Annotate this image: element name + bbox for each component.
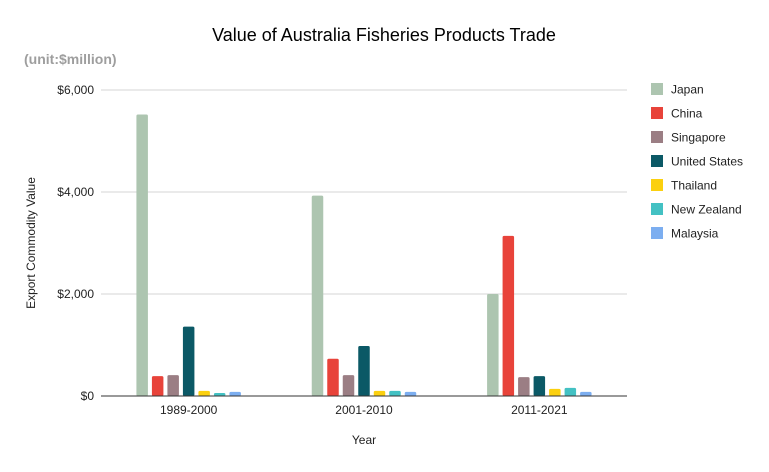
legend-swatch <box>651 83 663 95</box>
legend-label: Japan <box>671 83 704 97</box>
legend-label: China <box>671 107 703 121</box>
bar-singapore-2011-2021 <box>518 377 530 396</box>
y-tick-label: $6,000 <box>57 83 94 97</box>
legend-label: Singapore <box>671 131 726 145</box>
gridlines <box>101 89 627 295</box>
bar-china-2001-2010 <box>327 358 339 396</box>
legend: Japan China Singapore United States Thailand… <box>651 83 743 241</box>
legend-label: New Zealand <box>671 203 742 217</box>
bar-united-states-2011-2021 <box>533 376 546 396</box>
legend-swatch <box>651 155 663 167</box>
x-tick-label: 2011-2021 <box>511 403 568 417</box>
y-tick-label: $0 <box>81 389 95 403</box>
bar-malaysia-1989-2000 <box>229 391 241 396</box>
bar-united-states-2001-2010 <box>358 346 370 396</box>
legend-label: United States <box>671 155 743 169</box>
bar-china-2011-2021 <box>502 235 515 396</box>
bar-singapore-1989-2000 <box>167 375 179 396</box>
bars <box>136 114 592 396</box>
bar-japan-1989-2000 <box>136 114 148 396</box>
x-axis-ticks: 1989-2000 2001-2010 2011-2021 <box>160 403 568 417</box>
legend-swatch <box>651 203 663 215</box>
legend-swatch <box>651 179 663 191</box>
bar-united-states-1989-2000 <box>182 326 195 396</box>
bar-singapore-2001-2010 <box>342 375 355 396</box>
bar-new-zealand-2011-2021 <box>564 387 577 396</box>
x-tick-label: 1989-2000 <box>160 403 218 417</box>
legend-swatch <box>651 131 663 143</box>
bar-new-zealand-2001-2010 <box>389 390 401 396</box>
y-tick-label: $4,000 <box>57 185 94 199</box>
bar-japan-2011-2021 <box>487 294 499 396</box>
bar-japan-2001-2010 <box>311 195 324 396</box>
legend-label: Malaysia <box>671 227 719 241</box>
y-tick-label: $2,000 <box>57 287 94 301</box>
y-axis-ticks: $0 $2,000 $4,000 $6,000 <box>57 83 94 403</box>
x-axis-label: Year <box>352 433 376 447</box>
legend-swatch <box>651 227 663 239</box>
bar-thailand-1989-2000 <box>198 390 210 396</box>
bar-china-1989-2000 <box>151 376 164 396</box>
chart-title: Value of Australia Fisheries Products Tr… <box>212 25 556 45</box>
x-tick-label: 2001-2010 <box>335 403 393 417</box>
legend-swatch <box>651 107 663 119</box>
bar-new-zealand-1989-2000 <box>213 392 226 396</box>
legend-label: Thailand <box>671 179 717 193</box>
chart-subtitle: (unit:$million) <box>24 51 117 67</box>
y-axis-label: Export Commodity Value <box>24 177 38 309</box>
bar-thailand-2011-2021 <box>549 388 561 396</box>
bar-malaysia-2011-2021 <box>580 391 592 396</box>
bar-malaysia-2001-2010 <box>404 391 417 396</box>
bar-thailand-2001-2010 <box>373 390 386 396</box>
